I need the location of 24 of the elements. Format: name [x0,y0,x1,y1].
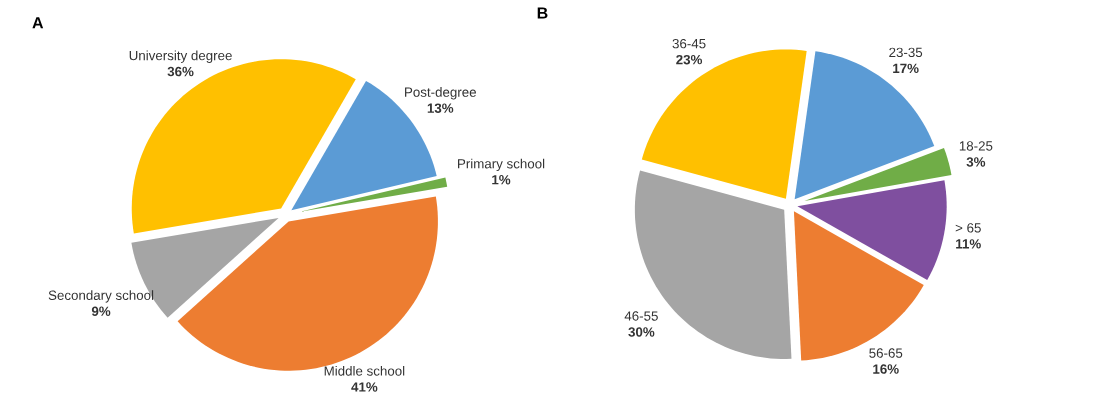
data-label: 23% [676,54,703,65]
data-label: 9% [91,306,111,316]
chart-title: B [537,7,548,19]
slice-label: University degree [129,50,232,63]
slice-label: Secondary school [48,290,154,303]
data-label: 3% [966,157,986,167]
slice-label: 36-45 [672,38,706,49]
slice-label: Primary school [458,158,545,172]
chart-title: A [32,17,44,29]
slice-label: Post-degree [405,87,476,100]
data-label: 30% [628,327,655,337]
data-label: 16% [873,364,899,374]
data-label: 41% [351,382,378,392]
slice-label: 18-25 [959,141,993,151]
data-label: 1% [492,175,511,185]
slice-label: Middle school [324,365,405,376]
data-label: 17% [893,63,919,74]
slice-label: 23-35 [889,47,923,58]
data-label: 11% [956,239,981,249]
slice-label: 56-65 [869,348,903,358]
data-label: 13% [427,103,454,113]
slice-label: > 65 [955,223,981,233]
data-label: 36% [167,66,194,77]
slice-label: 46-55 [624,311,658,321]
